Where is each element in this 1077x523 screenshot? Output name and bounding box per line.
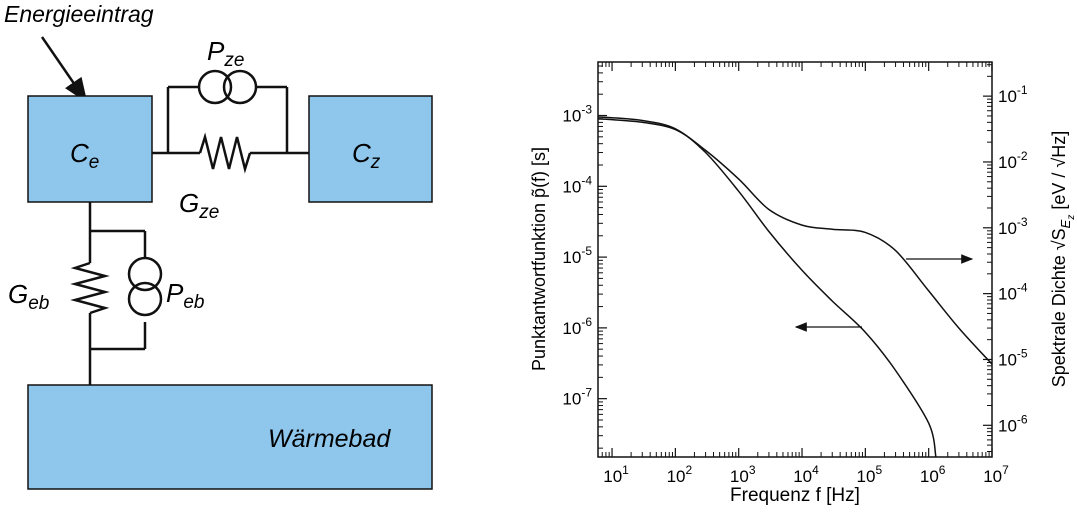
right-tick-label: 10-5 [998, 346, 1028, 369]
left-tick-label-exp: -3 [581, 103, 592, 117]
chart-curves [598, 116, 992, 457]
left-tick-label: 10-7 [562, 386, 592, 409]
left-tick-label-exp: -4 [581, 173, 592, 187]
pze-source [197, 69, 258, 105]
left-tick-label-base: 10 [562, 248, 581, 267]
spectral-density-curve [598, 118, 992, 365]
plot-frame [597, 61, 993, 458]
x-tick-label: 104 [793, 463, 819, 486]
geb-resistor [70, 261, 110, 315]
left-tick-label: 10-6 [562, 315, 592, 338]
x-tick-label: 106 [920, 463, 946, 486]
right-tick-label-base: 10 [998, 350, 1017, 369]
ze-link [152, 85, 309, 174]
x-tick-label-base: 10 [920, 467, 939, 486]
right-axis-label: Spektrale Dichte √SEz [eV / √Hz] [1049, 131, 1077, 388]
x-tick-label: 105 [857, 463, 883, 486]
heat-bath-box [27, 384, 433, 490]
x-tick-label-exp: 3 [749, 463, 756, 477]
right-tick-label-base: 10 [998, 219, 1017, 238]
right-tick-label-exp: -5 [1017, 346, 1028, 360]
right-tick-label: 10-4 [998, 281, 1028, 304]
left-axis-ticks: 10-310-410-510-610-7 [562, 65, 607, 449]
gze-resistor [198, 132, 252, 174]
right-tick-label: 10-3 [998, 215, 1028, 238]
peb-source [127, 256, 163, 317]
left-tick-label-exp: -6 [581, 315, 592, 329]
x-tick-label-exp: 2 [685, 463, 692, 477]
left-axis-label: Punktantwortfunktion p̃(f) [s] [529, 147, 549, 371]
right-tick-label-base: 10 [998, 416, 1017, 435]
cz-label: Cz [352, 138, 381, 173]
pze-label: Pze [207, 36, 244, 71]
frequency-chart: 101 102 103 104 105 106 107 10-310-410-510-610… [529, 61, 1077, 506]
x-tick-label-exp: 1 [622, 463, 629, 477]
x-tick-label-exp: 6 [939, 463, 946, 477]
cz-box [308, 95, 433, 203]
left-tick-label: 10-3 [562, 103, 592, 126]
x-tick-label-exp: 5 [875, 463, 882, 477]
energy-input-arrow [40, 36, 88, 104]
response-function-curve [598, 116, 937, 457]
gze-label: Gze [179, 188, 219, 223]
x-tick-label-base: 10 [983, 467, 1002, 486]
left-tick-label: 10-4 [562, 173, 592, 196]
x-tick-label-base: 10 [730, 467, 749, 486]
x-tick-label-exp: 7 [1002, 463, 1009, 477]
x-tick-label-exp: 4 [812, 463, 819, 477]
right-axis-ticks: 10-110-210-310-410-510-6 [983, 64, 1028, 452]
x-tick-label: 103 [730, 463, 756, 486]
right-tick-label-exp: -6 [1017, 412, 1028, 426]
left-tick-label-base: 10 [562, 390, 581, 409]
right-tick-label: 10-2 [998, 149, 1028, 172]
x-axis-label: Frequenz f [Hz] [730, 485, 860, 506]
left-tick-label-exp: -7 [581, 386, 592, 400]
peb-label: Peb [166, 278, 204, 313]
energy-input-label: Energieeintrag [4, 1, 154, 27]
x-tick-label-base: 10 [603, 467, 622, 486]
x-tick-label: 102 [667, 463, 693, 486]
geb-label: Geb [8, 279, 49, 314]
thermal-diagram: Energieeintrag Ce Cz Pze Gze [4, 1, 433, 490]
right-tick-label-exp: -2 [1017, 149, 1028, 163]
right-tick-label-exp: -4 [1017, 281, 1028, 295]
left-tick-label-exp: -5 [581, 244, 592, 258]
x-tick-label-base: 10 [857, 467, 876, 486]
right-tick-label: 10-1 [998, 83, 1028, 106]
right-tick-label-exp: -1 [1017, 83, 1028, 97]
right-tick-label-base: 10 [998, 153, 1017, 172]
left-tick-label-base: 10 [562, 107, 581, 126]
left-tick-label-base: 10 [562, 177, 581, 196]
x-tick-label: 107 [983, 463, 1009, 486]
right-tick-label-exp: -3 [1017, 215, 1028, 229]
x-tick-label-base: 10 [793, 467, 812, 486]
right-tick-label: 10-6 [998, 412, 1028, 435]
heat-bath-label: Wärmebad [268, 425, 391, 453]
left-tick-label: 10-5 [562, 244, 592, 267]
x-tick-label: 101 [603, 463, 629, 486]
left-tick-label-base: 10 [562, 319, 581, 338]
eb-link [70, 202, 147, 385]
ce-box [27, 95, 153, 203]
ce-label: Ce [70, 138, 99, 173]
right-tick-label-base: 10 [998, 285, 1017, 304]
right-tick-label-base: 10 [998, 87, 1017, 106]
x-tick-label-base: 10 [667, 467, 686, 486]
